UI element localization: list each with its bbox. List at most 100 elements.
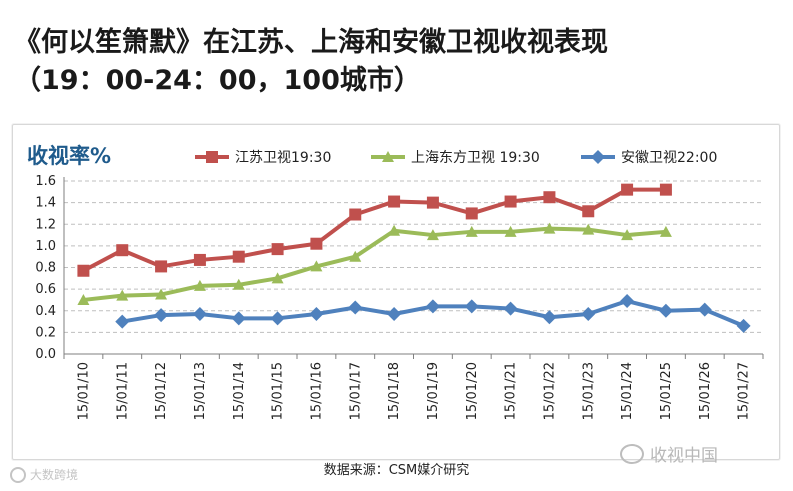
- data-point-triangle: [504, 225, 517, 237]
- x-tick-label: 15/01/19: [426, 362, 441, 420]
- x-tick-label: 15/01/26: [698, 362, 713, 420]
- data-point-diamond: [387, 306, 402, 321]
- data-point-triangle: [193, 279, 206, 291]
- data-point-triangle: [465, 225, 478, 237]
- data-point-diamond: [192, 306, 207, 321]
- x-tick-label: 15/01/13: [193, 362, 208, 420]
- data-point-diamond: [591, 150, 605, 164]
- page-title: 《何以笙箫默》在江苏、上海和安徽卫视收视表现 （19：00-24：00，100城…: [14, 24, 784, 100]
- x-tick-label: 15/01/11: [115, 362, 130, 420]
- data-point-square: [155, 260, 168, 273]
- x-tick-label: 15/01/14: [232, 362, 247, 420]
- x-tick-label: 15/01/25: [659, 362, 674, 420]
- legend-item: 江苏卫视19:30: [195, 150, 331, 166]
- data-point-diamond: [270, 311, 285, 326]
- legend-label: 安徽卫视22:00: [621, 150, 717, 166]
- data-point-diamond: [231, 311, 246, 326]
- weibo-icon: [10, 466, 26, 483]
- data-point-triangle: [382, 151, 394, 162]
- data-point-diamond: [736, 318, 751, 333]
- x-tick-label: 15/01/24: [620, 362, 635, 420]
- y-tick-label: 0.2: [35, 325, 56, 340]
- title-line-1: 《何以笙箫默》在江苏、上海和安徽卫视收视表现: [14, 27, 608, 58]
- data-point-square: [465, 207, 478, 220]
- series-3: [115, 294, 751, 333]
- y-tick-label: 1.4: [35, 196, 56, 211]
- data-point-diamond: [425, 299, 440, 314]
- data-point-square: [232, 250, 245, 263]
- y-tick-label: 0.0: [35, 347, 56, 362]
- data-point-square: [582, 205, 595, 218]
- data-point-square: [621, 183, 634, 196]
- line-chart: 0.00.20.40.60.81.01.21.41.6 15/01/10 15/0…: [27, 144, 764, 420]
- data-point-diamond: [154, 308, 169, 323]
- y-tick-label: 0.4: [35, 304, 56, 319]
- data-point-triangle: [543, 222, 556, 234]
- series-line: [83, 226, 667, 302]
- x-tick-label: 15/01/16: [309, 362, 324, 420]
- gridlines: [64, 180, 763, 333]
- data-point-triangle: [388, 224, 401, 236]
- data-point-diamond: [115, 314, 130, 329]
- data-point-square: [504, 195, 517, 208]
- data-point-triangle: [155, 288, 168, 300]
- legend-label: 江苏卫视19:30: [235, 150, 331, 166]
- data-point-square: [310, 237, 323, 250]
- y-tick-label: 1.6: [35, 174, 56, 189]
- data-point-square: [349, 208, 362, 221]
- x-tick-label: 15/01/18: [387, 362, 402, 420]
- data-point-triangle: [659, 225, 672, 237]
- x-tick-label: 15/01/22: [542, 362, 557, 420]
- series-group: [77, 183, 751, 333]
- data-point-diamond: [464, 299, 479, 314]
- data-point-square: [116, 244, 129, 257]
- series-1: [77, 183, 672, 277]
- x-tick-label: 15/01/21: [504, 362, 519, 420]
- x-tick-label: 15/01/20: [465, 362, 480, 420]
- data-point-triangle: [232, 278, 245, 290]
- data-point-diamond: [658, 303, 673, 318]
- data-point-square: [659, 183, 672, 196]
- data-point-square: [543, 191, 556, 204]
- data-point-triangle: [116, 289, 129, 301]
- legend-item: 上海东方卫视 19:30: [371, 150, 540, 166]
- x-tick-label: 15/01/27: [737, 362, 752, 420]
- wechat-icon: [620, 443, 644, 464]
- y-tick-labels: 0.0 0.2 0.4 0.6 0.8 1.0 1.2 1.4 1.6: [35, 174, 56, 362]
- watermark-left: 大数跨境: [10, 466, 78, 483]
- data-point-diamond: [348, 300, 363, 315]
- x-tick-label: 15/01/12: [154, 362, 169, 420]
- watermark-right: 收视中国: [620, 441, 718, 466]
- legend-label: 上海东方卫视 19:30: [411, 150, 540, 166]
- data-point-square: [206, 151, 218, 163]
- data-point-square: [426, 196, 439, 209]
- data-point-triangle: [77, 293, 90, 305]
- data-point-square: [271, 243, 284, 256]
- watermark-right-text: 收视中国: [650, 446, 718, 466]
- data-point-square: [388, 195, 401, 208]
- x-tick-label: 15/01/23: [581, 362, 596, 420]
- data-point-diamond: [309, 306, 324, 321]
- y-axis-label: 收视率%: [27, 144, 111, 168]
- x-tick-label: 15/01/15: [271, 362, 286, 420]
- data-point-square: [77, 264, 90, 277]
- title-line-2: （19：00-24：00，100城市）: [14, 65, 421, 96]
- x-tick-labels: 15/01/10 15/01/11 15/01/12 15/01/13 15/01/14…: [63, 354, 764, 420]
- source-note: 数据来源：CSM媒介研究: [323, 463, 470, 478]
- data-point-triangle: [582, 223, 595, 235]
- legend-item: 安徽卫视22:00: [581, 150, 717, 166]
- series-2: [77, 222, 672, 305]
- data-point-diamond: [581, 306, 596, 321]
- data-point-square: [193, 253, 206, 266]
- chart-panel: 0.0 0.2 0.4 0.6 0.8 1.0 1.2 1.4 1.6 15/01/10 15/0…: [12, 124, 780, 460]
- legend: 江苏卫视19:30 上海东方卫视 19:30 安徽卫视22:00: [195, 150, 717, 166]
- data-point-triangle: [349, 250, 362, 262]
- y-tick-label: 0.6: [35, 282, 56, 297]
- x-tick-label: 15/01/10: [76, 362, 91, 420]
- data-point-triangle: [310, 260, 323, 272]
- data-point-triangle: [621, 229, 634, 241]
- data-point-diamond: [697, 302, 712, 317]
- series-line: [82, 187, 666, 273]
- data-point-triangle: [271, 272, 284, 284]
- y-tick-label: 1.2: [35, 217, 56, 232]
